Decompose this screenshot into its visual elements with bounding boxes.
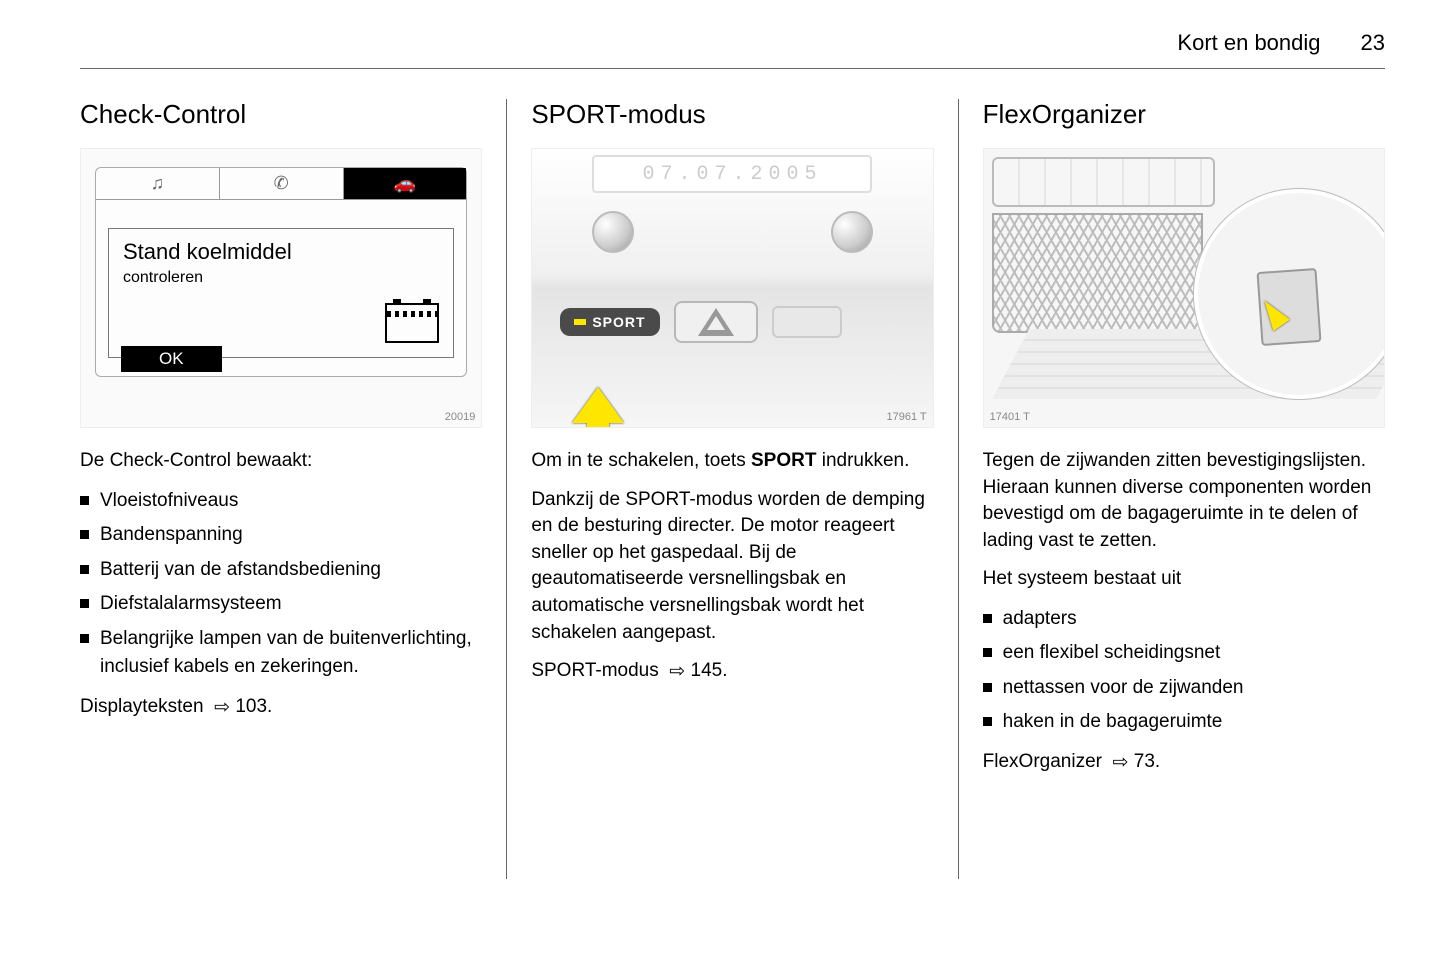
- sport-button: SPORT: [560, 308, 659, 336]
- list-item: een flexibel scheidingsnet: [983, 639, 1385, 668]
- ref-arrow-icon: ⇨: [664, 659, 690, 686]
- cargo-net-icon: [992, 213, 1203, 333]
- ref-arrow-icon: ⇨: [1107, 750, 1133, 777]
- ref-label: FlexOrganizer: [983, 751, 1102, 772]
- content-columns: Check-Control ♫ ✆ 🚗 Stand koelmiddel con…: [80, 99, 1385, 879]
- rotary-knob-icon: [831, 211, 873, 253]
- ref-page: 103: [235, 696, 267, 717]
- figure-sport: 07.07.2005 SPORT 17961 T: [531, 148, 933, 428]
- col-sport-mode: SPORT-modus 07.07.2005 SPORT 17961 T: [507, 99, 958, 879]
- flex-para-2: Het systeem bestaat uit: [983, 566, 1385, 593]
- car-icon: 🚗: [344, 168, 467, 199]
- display-tabs: ♫ ✆ 🚗: [96, 168, 466, 200]
- battery-icon: [385, 303, 439, 343]
- col-flexorganizer: FlexOrganizer 17401 T Tegen de zijwanden…: [959, 99, 1385, 879]
- list-item: nettassen voor de zijwanden: [983, 674, 1385, 703]
- list-item: haken in de bagageruimte: [983, 708, 1385, 737]
- text-bold: SPORT: [751, 450, 816, 471]
- page-header: Kort en bondig 23: [80, 30, 1385, 69]
- figure-flexorganizer: 17401 T: [983, 148, 1385, 428]
- led-icon: [574, 319, 586, 325]
- blank-button: [772, 306, 842, 338]
- ok-button: OK: [121, 346, 222, 372]
- list-item: Diefstalalarmsysteem: [80, 590, 482, 619]
- display-body: Stand koelmiddel controleren OK: [96, 200, 466, 376]
- hazard-triangle-icon: [698, 308, 734, 336]
- text: Om in te schakelen, toets: [531, 450, 751, 471]
- flex-para-1: Tegen de zijwanden zitten bevestigingsli…: [983, 448, 1385, 554]
- sport-button-label: SPORT: [592, 314, 645, 330]
- figure-id: 20019: [445, 411, 476, 423]
- ref-page: 145: [691, 660, 723, 681]
- reference-link: FlexOrganizer ⇨ 73.: [983, 749, 1385, 776]
- figure-id: 17961 T: [886, 411, 926, 423]
- heading-flexorganizer: FlexOrganizer: [983, 99, 1385, 130]
- rotary-knob-icon: [592, 211, 634, 253]
- music-icon: ♫: [96, 168, 220, 199]
- ref-label: Displayteksten: [80, 696, 204, 717]
- reference-link: SPORT-modus ⇨ 145.: [531, 658, 933, 685]
- flex-list: adapters een flexibel scheidingsnet nett…: [983, 605, 1385, 737]
- date-display: 07.07.2005: [592, 155, 872, 193]
- message-box: Stand koelmiddel controleren OK: [108, 228, 454, 358]
- list-item: Belangrijke lampen van de buitenverlicht…: [80, 625, 482, 682]
- heading-check-control: Check-Control: [80, 99, 482, 130]
- vehicle-display: ♫ ✆ 🚗 Stand koelmiddel controleren OK: [95, 167, 467, 377]
- knob-row: [532, 193, 932, 261]
- page-number: 23: [1361, 30, 1385, 56]
- ref-arrow-icon: ⇨: [209, 695, 235, 722]
- sport-para-1: Om in te schakelen, toets SPORT indrukke…: [531, 448, 933, 475]
- list-item: adapters: [983, 605, 1385, 634]
- ref-label: SPORT-modus: [531, 660, 658, 681]
- list-item: Batterij van de afstandsbediening: [80, 556, 482, 585]
- heading-sport: SPORT-modus: [531, 99, 933, 130]
- button-row: SPORT: [532, 261, 932, 343]
- sport-para-2: Dankzij de SPORT-modus worden de demping…: [531, 487, 933, 647]
- phone-icon: ✆: [220, 168, 344, 199]
- list-item: Vloeistofniveaus: [80, 487, 482, 516]
- message-subtitle: controleren: [123, 269, 439, 287]
- chapter-title: Kort en bondig: [1177, 30, 1320, 56]
- battery-wave: [387, 311, 437, 317]
- text: indrukken.: [816, 450, 909, 471]
- list-item: Bandenspanning: [80, 521, 482, 550]
- indicator-arrow-icon: [572, 387, 624, 423]
- check-list: Vloeistofniveaus Bandenspanning Batterij…: [80, 487, 482, 682]
- figure-id: 17401 T: [990, 411, 1030, 423]
- reference-link: Displayteksten ⇨ 103.: [80, 694, 482, 721]
- hazard-button: [674, 301, 758, 343]
- ref-page: 73: [1134, 751, 1155, 772]
- seat-back-icon: [992, 157, 1215, 207]
- message-title: Stand koelmiddel: [123, 239, 439, 265]
- intro-text: De Check-Control bewaakt:: [80, 448, 482, 475]
- figure-check-control: ♫ ✆ 🚗 Stand koelmiddel controleren OK 20: [80, 148, 482, 428]
- col-check-control: Check-Control ♫ ✆ 🚗 Stand koelmiddel con…: [80, 99, 507, 879]
